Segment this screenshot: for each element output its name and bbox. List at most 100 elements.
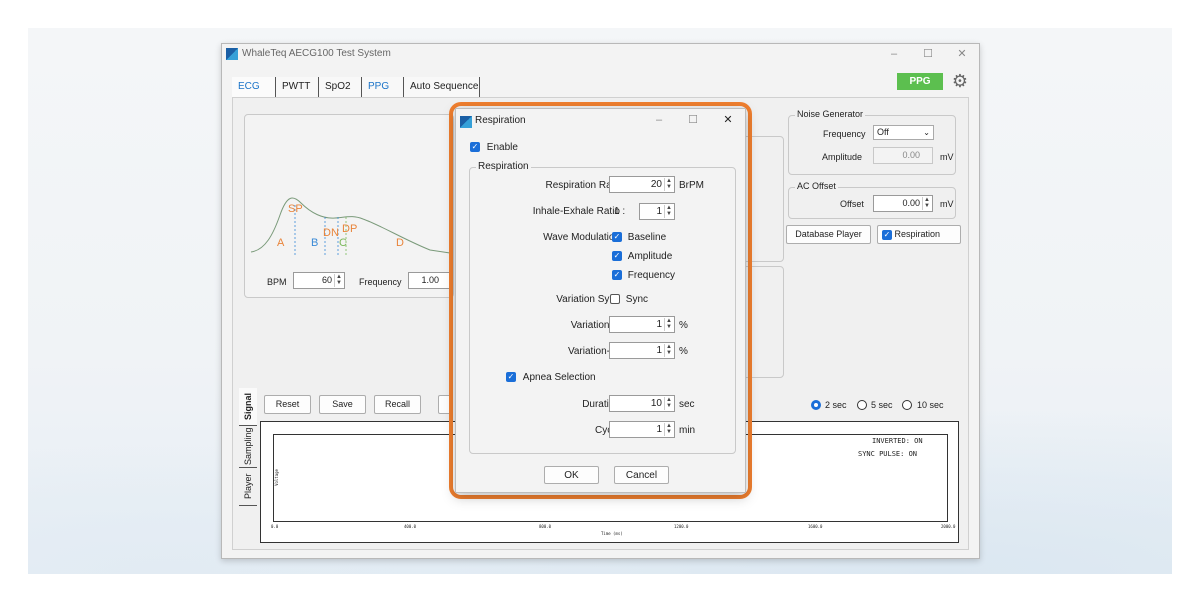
checkbox-checked-icon: ✓ [470,142,480,153]
spin-arrows-icon[interactable]: ▲ ▼ [922,197,931,210]
spin-arrows-icon[interactable]: ▲ ▼ [664,318,673,331]
app-logo [460,116,472,128]
ratio-prefix: 1 : [614,206,626,217]
apnea-label: Apnea Selection [522,372,596,383]
wave-point-a[interactable]: A [277,237,285,249]
tab-pwtt[interactable]: PWTT [276,77,319,97]
frequency-stepper[interactable]: 1.00 [408,272,452,289]
checkbox-checked-icon: ✓ [612,232,622,243]
radio-10sec-label: 10 sec [917,400,944,410]
maximize-button[interactable]: ☐ [923,48,933,60]
variation-ir-unit: % [679,346,688,357]
chevron-down-icon: ⌄ [923,128,930,137]
dialog-close-button[interactable]: ✕ [723,114,733,126]
offset-unit: mV [940,199,954,209]
respiration-button-label: Respiration [894,229,941,239]
wave-point-c[interactable]: C [339,237,347,249]
bpm-stepper[interactable]: 60 ▲ ▼ [293,272,345,289]
dialog-minimize-button[interactable]: – [655,114,663,126]
baseline-label: Baseline [627,232,667,243]
offset-label: Offset [840,199,864,209]
duration-value: 10 [650,398,662,409]
bpm-label: BPM [267,277,287,287]
tab-signal[interactable]: Signal [239,388,257,426]
inverted-status: INVERTED: ON [872,437,923,445]
frequency-checkbox-label: Frequency [627,270,676,281]
radio-2sec[interactable] [811,400,821,410]
bpm-value: 60 [321,275,332,285]
tab-ppg[interactable]: PPG [362,77,404,97]
spin-arrows-icon[interactable]: ▲ ▼ [664,205,673,218]
noise-frequency-select[interactable]: Off ⌄ [873,125,934,140]
variation-ir-label: Variation-IR [567,346,620,357]
duration-label: Duration [582,399,620,410]
wave-point-b[interactable]: B [311,237,319,249]
highlight-outline [449,102,752,499]
database-player-button[interactable]: Database Player [786,225,871,244]
sync-label: Sync [625,294,649,305]
x-axis-label: Time (ms) [601,531,623,536]
sync-checkbox[interactable]: Sync [610,294,648,305]
apnea-checkbox[interactable]: ✓ Apnea Selection [506,372,596,383]
recall-button[interactable]: Recall [374,395,421,414]
spin-arrows-icon[interactable]: ▲ ▼ [664,423,673,436]
tab-sampling[interactable]: Sampling [239,426,257,468]
x-tick: 400.0 [404,524,417,529]
spin-arrows-icon[interactable]: ▲ ▼ [664,397,673,410]
ac-offset-group: AC Offset Offset 0.00 ▲ ▼ mV [788,181,956,219]
radio-10sec[interactable] [902,400,912,410]
side-tab-bar: Signal Sampling Player [239,388,257,508]
cycle-unit: min [679,425,696,436]
rate-label: Respiration Rate [545,180,620,191]
wave-point-sp[interactable]: SP [288,203,303,215]
x-tick: 800.0 [539,524,552,529]
cycle-stepper[interactable]: 1 ▲ ▼ [609,421,675,438]
rate-unit: BrPM [679,180,704,191]
noise-generator-title: Noise Generator [795,109,866,119]
wave-point-dn[interactable]: DN [323,227,339,239]
spin-arrows-icon[interactable]: ▲ ▼ [664,344,673,357]
offset-stepper[interactable]: 0.00 ▲ ▼ [873,195,933,212]
variation-r-unit: % [679,320,688,331]
minimize-button[interactable]: – [890,48,898,60]
ratio-value: 1 [656,206,662,217]
enable-label: Enable [486,142,518,153]
wave-point-d[interactable]: D [396,237,404,249]
tab-spo2[interactable]: SpO2 [319,77,362,97]
checkbox-checked-icon: ✓ [612,251,622,262]
enable-checkbox[interactable]: ✓ Enable [470,142,518,153]
spin-arrows-icon[interactable]: ▲ ▼ [664,178,673,191]
variation-r-stepper[interactable]: 1 ▲ ▼ [609,316,675,333]
spin-arrows-icon[interactable]: ▲ ▼ [334,274,343,287]
gear-icon[interactable]: ⚙ [951,71,969,91]
variation-r-label: Variation-R [570,320,620,331]
amplitude-checkbox[interactable]: ✓ Amplitude [612,251,672,262]
frequency-checkbox[interactable]: ✓ Frequency [612,270,675,281]
variation-ir-stepper[interactable]: 1 ▲ ▼ [609,342,675,359]
tab-auto-sequence[interactable]: Auto Sequence [404,77,480,97]
baseline-checkbox[interactable]: ✓ Baseline [612,232,666,243]
duration-stepper[interactable]: 10 ▲ ▼ [609,395,675,412]
ppg-waveform-panel: SP A B DN DP C D BPM 60 ▲ ▼ Frequency 1.0… [244,114,454,298]
noise-amplitude-stepper[interactable]: 0.00 [873,147,933,164]
rate-stepper[interactable]: 20 ▲ ▼ [609,176,675,193]
respiration-dialog: Respiration – ☐ ✕ ✓ Enable Respiration R… [455,108,746,493]
reset-button[interactable]: Reset [264,395,311,414]
close-button[interactable]: ✕ [957,48,967,60]
save-button[interactable]: Save [319,395,366,414]
respiration-button[interactable]: ✓ Respiration [877,225,961,244]
cancel-button[interactable]: Cancel [614,466,669,484]
app-logo [226,48,238,60]
radio-5sec[interactable] [857,400,867,410]
tab-ecg[interactable]: ECG [232,77,276,97]
ok-button[interactable]: OK [544,466,599,484]
title-bar: WhaleTeq AECG100 Test System – ☐ ✕ [222,44,979,66]
noise-amplitude-unit: mV [940,152,954,162]
ratio-stepper[interactable]: 1 ▲ ▼ [639,203,675,220]
dialog-maximize-button[interactable]: ☐ [688,114,698,126]
wave-point-dp[interactable]: DP [342,223,358,235]
variation-r-value: 1 [656,319,662,330]
dialog-title: Respiration [475,115,526,126]
tab-player[interactable]: Player [239,468,257,506]
x-tick: 0.0 [271,524,279,529]
